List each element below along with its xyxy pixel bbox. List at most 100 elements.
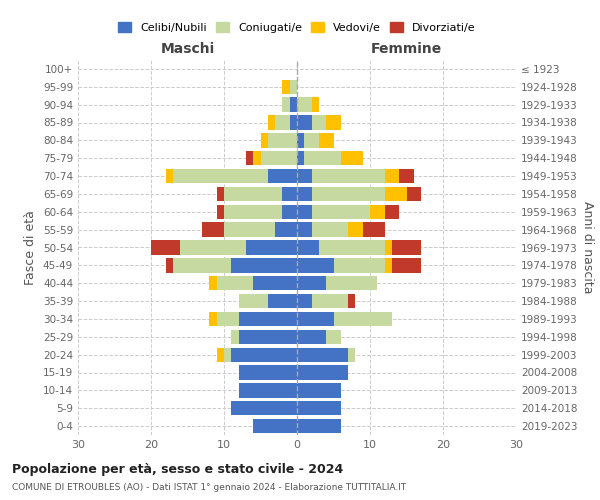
Bar: [297, 240, 319, 254]
Bar: [232, 348, 297, 362]
Bar: [362, 222, 385, 237]
Bar: [297, 258, 334, 272]
Bar: [232, 330, 239, 344]
Bar: [173, 258, 232, 272]
Bar: [297, 169, 311, 183]
Bar: [385, 169, 399, 183]
Bar: [348, 222, 363, 237]
Bar: [334, 312, 392, 326]
Bar: [209, 276, 217, 290]
Bar: [217, 348, 224, 362]
Bar: [260, 133, 268, 148]
Bar: [151, 240, 180, 254]
Bar: [311, 294, 348, 308]
Bar: [283, 80, 290, 94]
Bar: [217, 276, 253, 290]
Bar: [297, 222, 311, 237]
Bar: [297, 151, 304, 166]
Bar: [260, 151, 297, 166]
Bar: [326, 116, 341, 130]
Bar: [253, 276, 297, 290]
Bar: [239, 383, 297, 398]
Bar: [311, 98, 319, 112]
Bar: [297, 204, 311, 219]
Bar: [232, 401, 297, 415]
Bar: [275, 116, 290, 130]
Bar: [399, 169, 414, 183]
Bar: [311, 187, 385, 201]
Bar: [290, 80, 297, 94]
Bar: [304, 151, 341, 166]
Bar: [239, 366, 297, 380]
Bar: [166, 169, 173, 183]
Bar: [334, 258, 385, 272]
Bar: [326, 276, 377, 290]
Bar: [407, 187, 421, 201]
Bar: [392, 258, 421, 272]
Text: Femmine: Femmine: [371, 42, 442, 56]
Bar: [275, 222, 297, 237]
Bar: [297, 294, 311, 308]
Bar: [297, 116, 311, 130]
Bar: [319, 133, 334, 148]
Bar: [297, 366, 348, 380]
Bar: [290, 116, 297, 130]
Bar: [348, 348, 355, 362]
Bar: [253, 151, 260, 166]
Bar: [385, 240, 392, 254]
Bar: [180, 240, 246, 254]
Text: COMUNE DI ETROUBLES (AO) - Dati ISTAT 1° gennaio 2024 - Elaborazione TUTTITALIA.: COMUNE DI ETROUBLES (AO) - Dati ISTAT 1°…: [12, 484, 406, 492]
Bar: [297, 401, 341, 415]
Bar: [209, 312, 217, 326]
Bar: [268, 116, 275, 130]
Bar: [224, 204, 283, 219]
Bar: [311, 222, 348, 237]
Bar: [392, 240, 421, 254]
Bar: [217, 312, 239, 326]
Bar: [297, 330, 326, 344]
Bar: [297, 348, 348, 362]
Bar: [311, 116, 326, 130]
Bar: [311, 204, 370, 219]
Bar: [239, 330, 297, 344]
Y-axis label: Anni di nascita: Anni di nascita: [581, 201, 594, 294]
Bar: [268, 294, 297, 308]
Bar: [224, 348, 232, 362]
Bar: [246, 240, 297, 254]
Bar: [239, 294, 268, 308]
Bar: [370, 204, 385, 219]
Bar: [304, 133, 319, 148]
Bar: [268, 133, 297, 148]
Bar: [319, 240, 385, 254]
Bar: [297, 276, 326, 290]
Bar: [297, 187, 311, 201]
Bar: [268, 169, 297, 183]
Bar: [173, 169, 268, 183]
Bar: [348, 294, 355, 308]
Bar: [297, 419, 341, 433]
Bar: [297, 312, 334, 326]
Bar: [217, 187, 224, 201]
Bar: [290, 98, 297, 112]
Bar: [283, 98, 290, 112]
Bar: [297, 98, 311, 112]
Text: Maschi: Maschi: [160, 42, 215, 56]
Bar: [297, 133, 304, 148]
Bar: [385, 258, 392, 272]
Bar: [297, 383, 341, 398]
Bar: [202, 222, 224, 237]
Y-axis label: Fasce di età: Fasce di età: [25, 210, 37, 285]
Bar: [217, 204, 224, 219]
Bar: [341, 151, 362, 166]
Bar: [224, 187, 283, 201]
Text: Popolazione per età, sesso e stato civile - 2024: Popolazione per età, sesso e stato civil…: [12, 462, 343, 475]
Bar: [239, 312, 297, 326]
Bar: [224, 222, 275, 237]
Bar: [246, 151, 253, 166]
Legend: Celibi/Nubili, Coniugati/e, Vedovi/e, Divorziati/e: Celibi/Nubili, Coniugati/e, Vedovi/e, Di…: [113, 17, 481, 38]
Bar: [385, 187, 407, 201]
Bar: [326, 330, 341, 344]
Bar: [166, 258, 173, 272]
Bar: [283, 187, 297, 201]
Bar: [232, 258, 297, 272]
